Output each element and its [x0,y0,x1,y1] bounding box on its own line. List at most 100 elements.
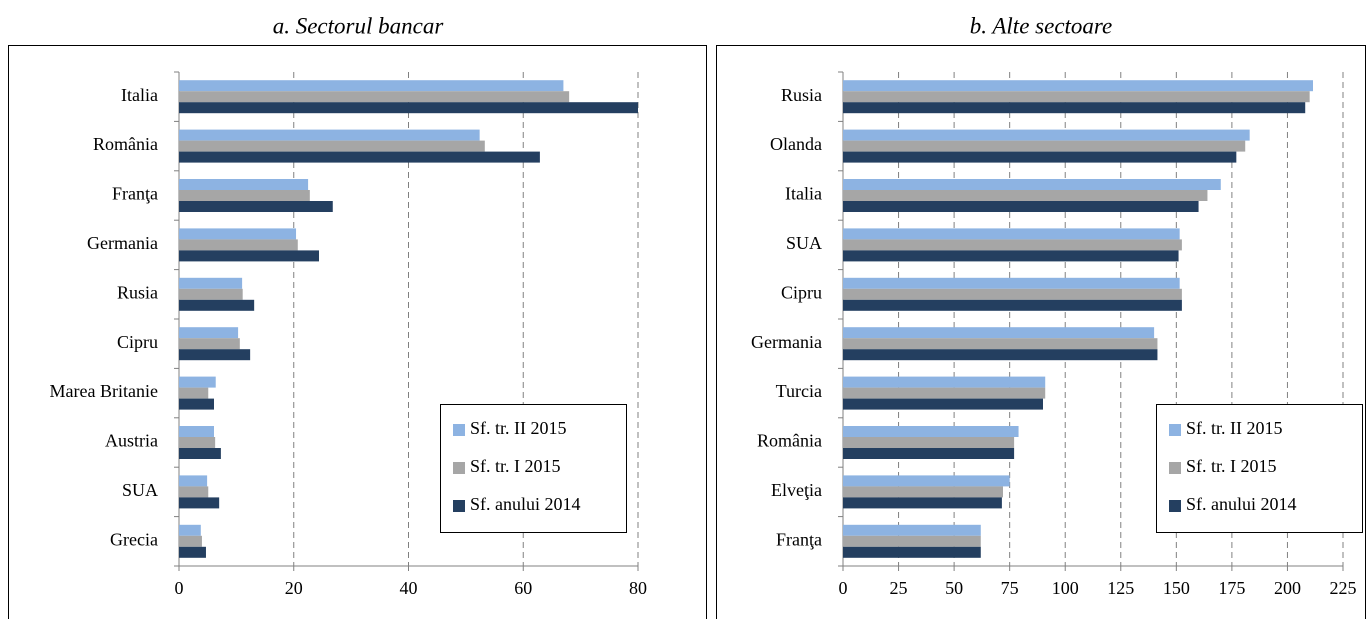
y-tick-label: Franţa [112,184,158,204]
bar [843,475,1010,487]
chart-title: a. Sectorul bancar [273,13,445,38]
bar [179,535,202,547]
chart-title: b. Alte sectoare [970,13,1112,38]
x-tick-label: 75 [1001,578,1019,598]
y-tick-label: Rusia [117,282,158,302]
bar [179,179,309,190]
x-tick-label: 125 [1107,578,1134,598]
bar [179,102,638,114]
x-tick-label: 20 [285,578,303,598]
bar [179,338,240,350]
panel-border [716,45,1366,619]
y-tick-label: Cipru [781,282,822,302]
bar [843,228,1180,240]
bar [179,349,251,361]
bar [843,376,1046,388]
panel-border [8,45,707,619]
y-tick-label: Grecia [110,529,158,549]
y-tick-label: Rusia [781,85,822,105]
y-tick-label: Marea Britanie [50,381,158,401]
x-tick-label: 225 [1330,578,1357,598]
bar [843,546,981,558]
bar [843,299,1182,311]
bar [179,80,564,92]
legend-label: Sf. tr. I 2015 [1186,456,1277,476]
bar [179,129,480,141]
bar [843,288,1182,300]
x-tick-label: 150 [1163,578,1190,598]
legend-box [440,404,627,533]
legend-swatch [1169,424,1181,436]
y-tick-label: Austria [105,431,158,451]
bar [179,426,214,437]
bar [179,398,214,410]
x-tick-label: 25 [890,578,908,598]
bar [843,398,1043,410]
bar [843,277,1180,289]
legend-label: Sf. tr. I 2015 [470,456,561,476]
bar [179,475,208,487]
bar [843,448,1015,459]
bar [843,327,1155,339]
legend-label: Sf. tr. II 2015 [1186,418,1283,438]
legend-swatch [453,500,465,512]
bar [843,338,1158,350]
bar [179,190,310,201]
bar [843,250,1179,262]
bar [843,80,1313,92]
y-tick-label: Germania [87,233,158,253]
bar [843,190,1208,201]
x-tick-label: 40 [400,578,418,598]
bar [179,448,221,459]
bar [843,140,1246,152]
x-tick-label: 50 [945,578,963,598]
x-tick-label: 100 [1052,578,1079,598]
legend-swatch [453,462,465,474]
bar [843,102,1306,114]
y-tick-label: SUA [122,480,158,500]
y-tick-label: Cipru [117,332,158,352]
x-tick-label: 80 [629,578,647,598]
bar [843,129,1250,141]
bar [843,387,1046,399]
bar [843,349,1158,361]
bar [179,239,298,251]
bar [179,151,540,163]
y-tick-label: Turcia [776,381,822,401]
legend-box [1156,404,1363,533]
x-tick-label: 60 [514,578,532,598]
bar [179,524,201,536]
bar [179,546,206,558]
bar [179,327,239,339]
x-tick-label: 175 [1218,578,1245,598]
legend-label: Sf. tr. II 2015 [470,418,567,438]
bar [843,179,1221,190]
bar [843,497,1002,509]
bar [179,299,255,311]
bar [843,91,1310,103]
bar [843,151,1237,163]
y-tick-label: Elveţia [771,480,822,500]
y-tick-label: România [93,134,158,154]
legend-swatch [1169,500,1181,512]
y-tick-label: Germania [751,332,822,352]
bar [843,437,1015,448]
bar [843,486,1003,498]
bar [179,250,319,262]
bar [843,535,981,547]
bar [179,376,216,388]
bar [179,288,243,300]
bar [843,239,1182,251]
bar [843,426,1019,437]
bar [179,277,243,289]
x-tick-label: 200 [1274,578,1301,598]
bar [843,524,981,536]
y-tick-label: SUA [786,233,822,253]
y-tick-label: Italia [785,184,822,204]
legend-swatch [453,424,465,436]
x-tick-label: 0 [175,578,184,598]
legend-label: Sf. anului 2014 [1186,494,1297,514]
y-tick-label: Italia [121,85,158,105]
x-tick-label: 0 [839,578,848,598]
